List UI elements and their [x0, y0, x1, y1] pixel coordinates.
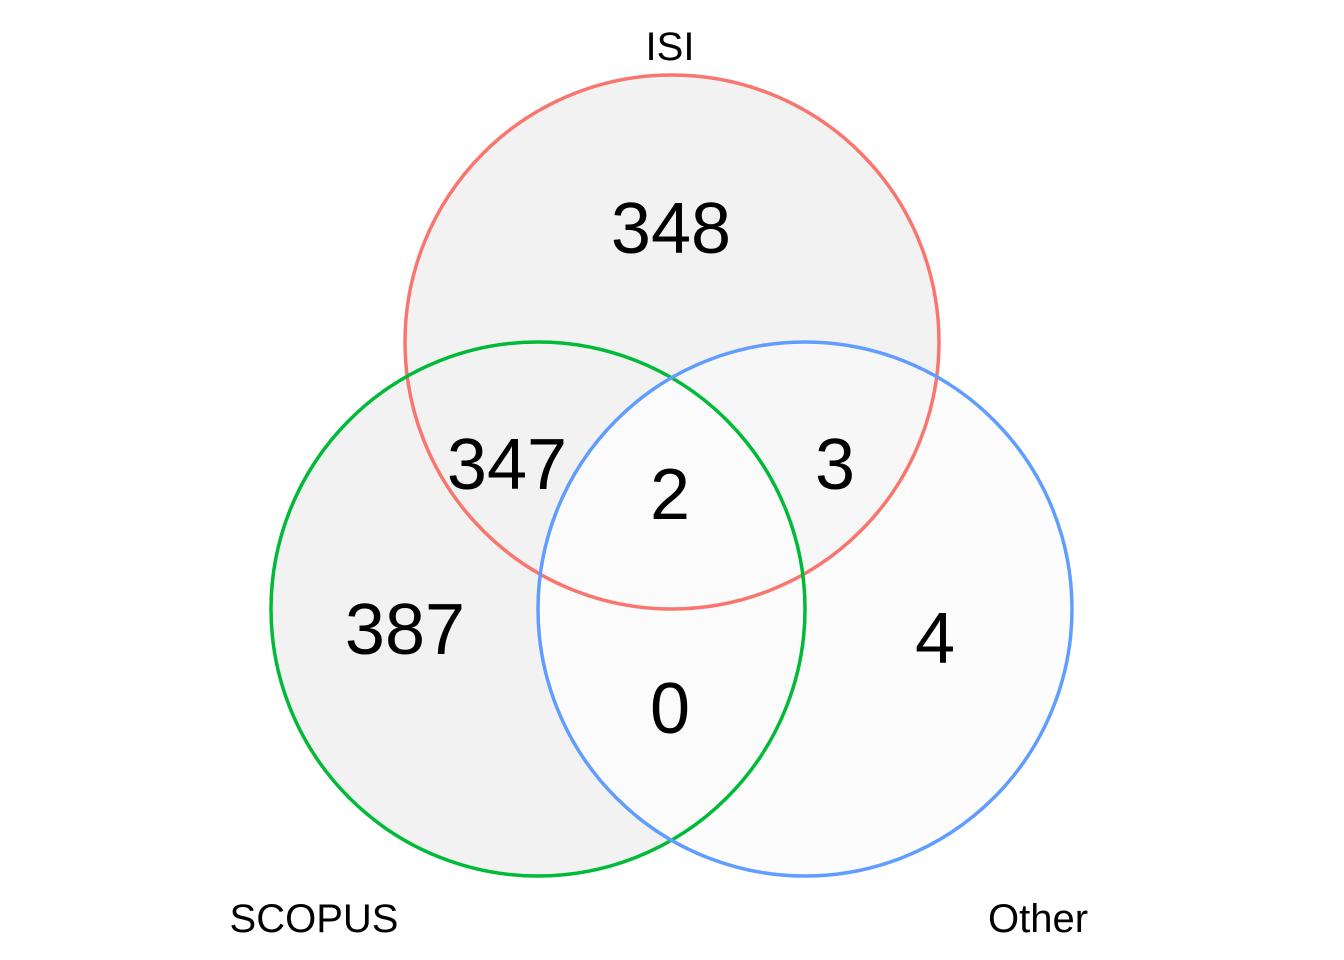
count-isi-scopus: 347	[447, 425, 567, 505]
isi-circle	[403, 73, 941, 611]
scopus-circle	[269, 340, 807, 878]
isi-label: ISI	[646, 25, 695, 69]
scopus-other-overlap-fill	[538, 342, 805, 876]
count-isi-only: 348	[611, 189, 731, 269]
count-scopus-other: 0	[650, 669, 690, 749]
count-other-only: 4	[915, 599, 955, 679]
other-label: Other	[988, 897, 1088, 941]
count-scopus-only: 387	[345, 590, 465, 670]
count-isi-other: 3	[815, 425, 855, 505]
count-all-three: 2	[650, 455, 690, 535]
scopus-label: SCOPUS	[230, 897, 399, 941]
other-circle	[536, 340, 1074, 878]
region-fills	[271, 75, 1072, 876]
